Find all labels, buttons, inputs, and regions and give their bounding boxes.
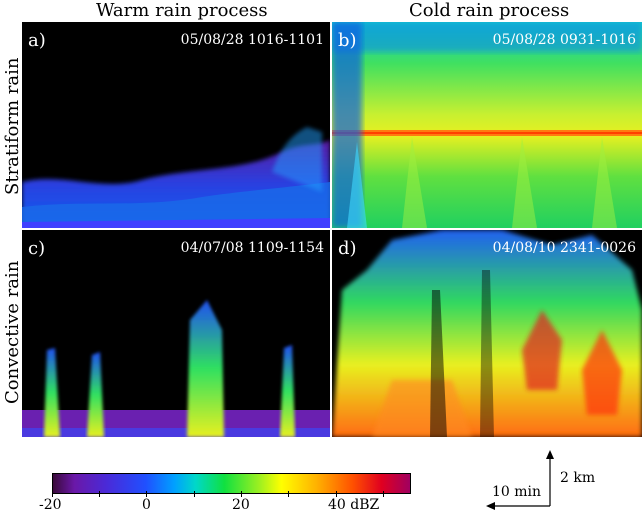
column-title-cold: Cold rain process <box>409 0 570 21</box>
panel-label-d: d) <box>338 238 357 259</box>
colorbar-label-40: 40 dBZ <box>328 497 380 513</box>
panel-label-b: b) <box>338 30 357 51</box>
panel-divider-horizontal <box>22 228 642 230</box>
panel-info-b: 05/08/28 0931-1016 <box>492 32 636 48</box>
colorbar-tick <box>241 491 242 497</box>
colorbar-tick <box>146 491 147 497</box>
colorbar-tick <box>52 491 53 497</box>
panel-info-c: 04/07/08 1109-1154 <box>180 240 324 256</box>
radar-image-c <box>22 300 330 437</box>
panel-a-warm-stratiform: a) 05/08/28 1016-1101 <box>22 22 330 228</box>
radar-image-d <box>332 230 642 437</box>
row-title-convective: Convective rain <box>2 260 23 404</box>
colorbar-label-0: 0 <box>142 497 151 513</box>
colorbar-tick <box>99 491 100 497</box>
column-title-warm: Warm rain process <box>96 0 268 21</box>
colorbar-tick <box>383 491 384 497</box>
colorbar <box>52 473 411 494</box>
colorbar-label-minus20: -20 <box>39 497 62 513</box>
scale-arrows <box>486 450 554 510</box>
colorbar-tick <box>288 491 289 497</box>
panel-info-d: 04/08/10 2341-0026 <box>492 240 636 256</box>
colorbar-tick <box>194 491 195 497</box>
panel-info-a: 05/08/28 1016-1101 <box>180 32 324 48</box>
colorbar-label-20: 20 <box>232 497 250 513</box>
panel-c-warm-convective: c) 04/07/08 1109-1154 <box>22 230 330 437</box>
up-arrow-icon <box>546 450 554 459</box>
height-scale-label: 2 km <box>560 470 596 486</box>
panel-b-cold-stratiform: b) 05/08/28 0931-1016 <box>332 22 642 228</box>
panel-label-c: c) <box>28 238 46 259</box>
panel-d-cold-convective: d) 04/08/10 2341-0026 <box>332 230 642 437</box>
radar-image-a <box>22 127 330 228</box>
radar-image-b <box>332 22 642 228</box>
time-scale-label: 10 min <box>492 484 542 500</box>
left-arrow-icon <box>486 502 495 510</box>
panel-label-a: a) <box>28 30 46 51</box>
row-title-stratiform: Stratiform rain <box>2 57 23 195</box>
colorbar-tick <box>336 491 337 497</box>
